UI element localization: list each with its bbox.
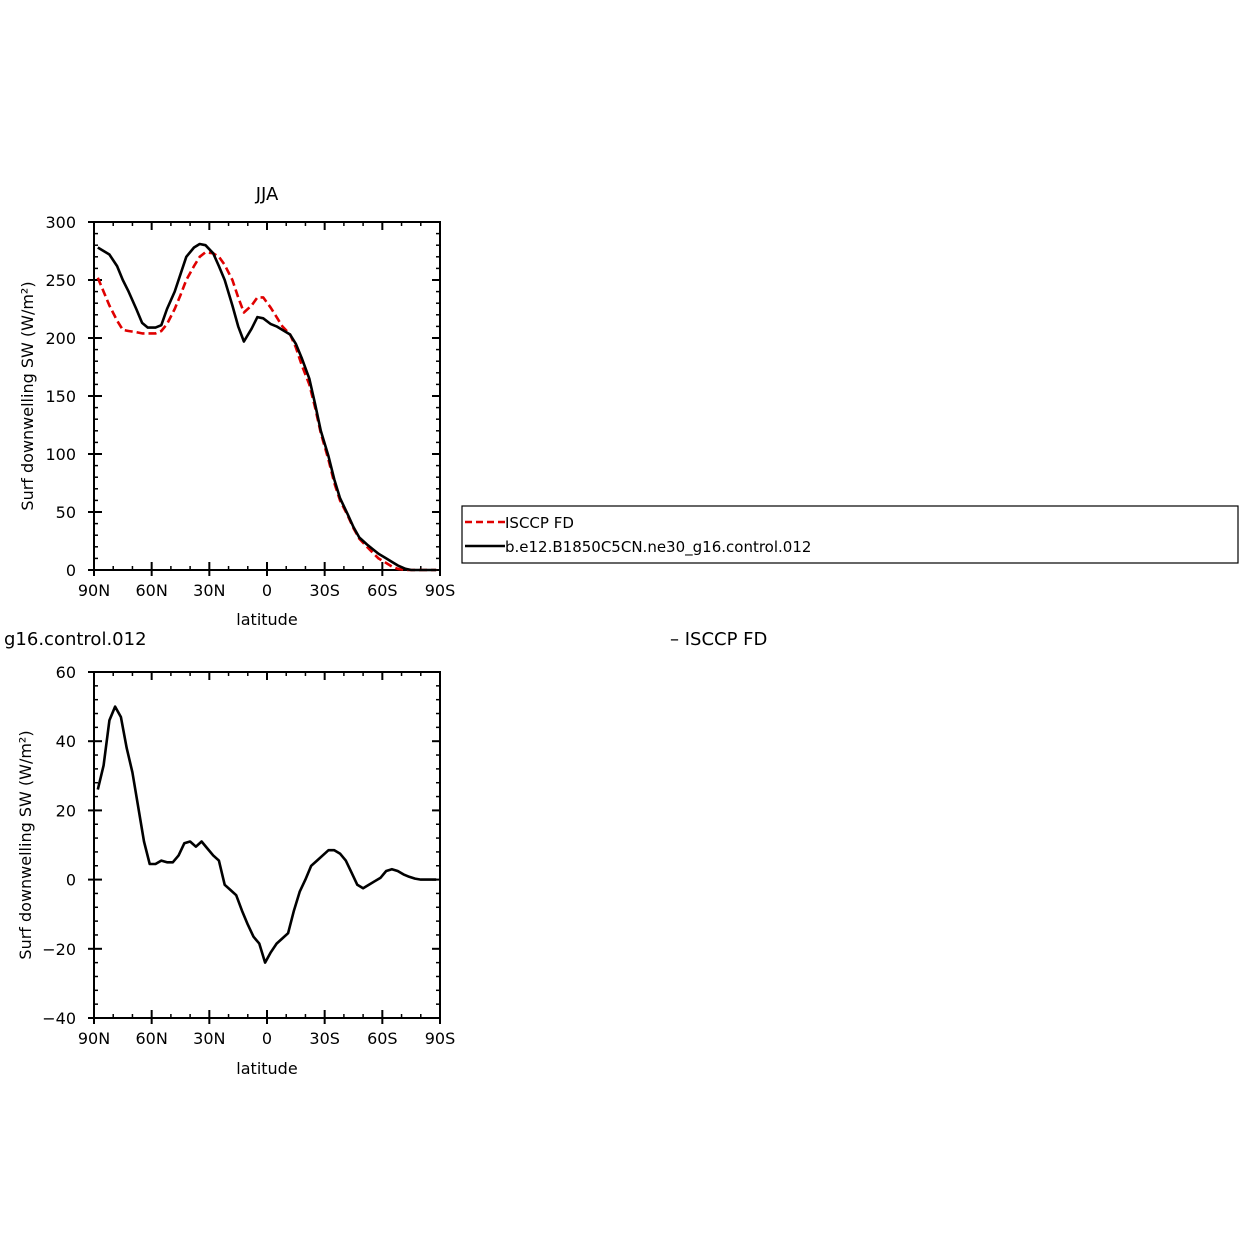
bottom-panel: g16.control.012 – ISCCP FD 90N 60N 30N 0 30S… (4, 629, 767, 1078)
bottom-x-axis-label: latitude (236, 1059, 297, 1078)
y-tick-label: −40 (42, 1009, 76, 1028)
legend-label-isccp: ISCCP FD (505, 514, 574, 532)
y-tick-label: 0 (66, 561, 76, 580)
y-tick-label: 20 (56, 801, 76, 820)
x-tick-label: 30N (193, 1029, 225, 1048)
top-panel: JJA 90N 60N 30N 0 30S 60S 90S 0 50 100 150 200 250 30… (18, 184, 455, 629)
x-tick-label: 60N (136, 581, 168, 600)
x-tick-label: 90S (425, 1029, 456, 1048)
y-tick-label: 200 (45, 329, 76, 348)
bottom-panel-title-right: – ISCCP FD (670, 629, 767, 650)
series-line-0-0 (96, 250, 437, 572)
legend-box (461, 505, 1239, 564)
x-tick-label: 0 (262, 1029, 272, 1048)
x-tick-label: 0 (262, 581, 272, 600)
y-tick-label: 300 (45, 213, 76, 232)
bottom-panel-title: g16.control.012 (4, 629, 147, 650)
y-tick-label: 250 (45, 271, 76, 290)
top-series-group (96, 242, 437, 572)
y-tick-label: 50 (56, 503, 76, 522)
bottom-ticks: 90N 60N 30N 0 30S 60S 90S −40 −20 0 20 40 60 (42, 663, 455, 1048)
y-tick-label: 40 (56, 732, 76, 751)
x-tick-label: 60S (367, 581, 398, 600)
y-tick-label: 100 (45, 445, 76, 464)
x-tick-label: 30S (309, 581, 340, 600)
legend: ISCCP FD b.e12.B1850C5CN.ne30_g16.contro… (461, 505, 1239, 564)
top-panel-title: JJA (255, 184, 279, 205)
y-tick-label: 150 (45, 387, 76, 406)
x-tick-label: 30S (309, 1029, 340, 1048)
y-tick-label: 60 (56, 663, 76, 682)
legend-label-model: b.e12.B1850C5CN.ne30_g16.control.012 (505, 538, 811, 557)
series-line-1-0 (96, 705, 437, 964)
x-tick-label: 90N (78, 581, 110, 600)
top-y-axis-label: Surf downwelling SW (W/m²) (18, 281, 37, 510)
bottom-y-axis-label: Surf downwelling SW (W/m²) (16, 730, 35, 959)
x-tick-label: 60N (136, 1029, 168, 1048)
top-plot-frame (93, 221, 441, 571)
series-line-0-1 (97, 242, 437, 572)
y-tick-label: 0 (66, 871, 76, 890)
x-tick-label: 60S (367, 1029, 398, 1048)
x-tick-label: 90S (425, 581, 456, 600)
top-ticks: 90N 60N 30N 0 30S 60S 90S 0 50 100 150 200 250 300 (45, 213, 455, 600)
bottom-series-group (96, 705, 437, 964)
top-x-axis-label: latitude (236, 610, 297, 629)
x-tick-label: 30N (193, 581, 225, 600)
x-tick-label: 90N (78, 1029, 110, 1048)
y-tick-label: −20 (42, 940, 76, 959)
